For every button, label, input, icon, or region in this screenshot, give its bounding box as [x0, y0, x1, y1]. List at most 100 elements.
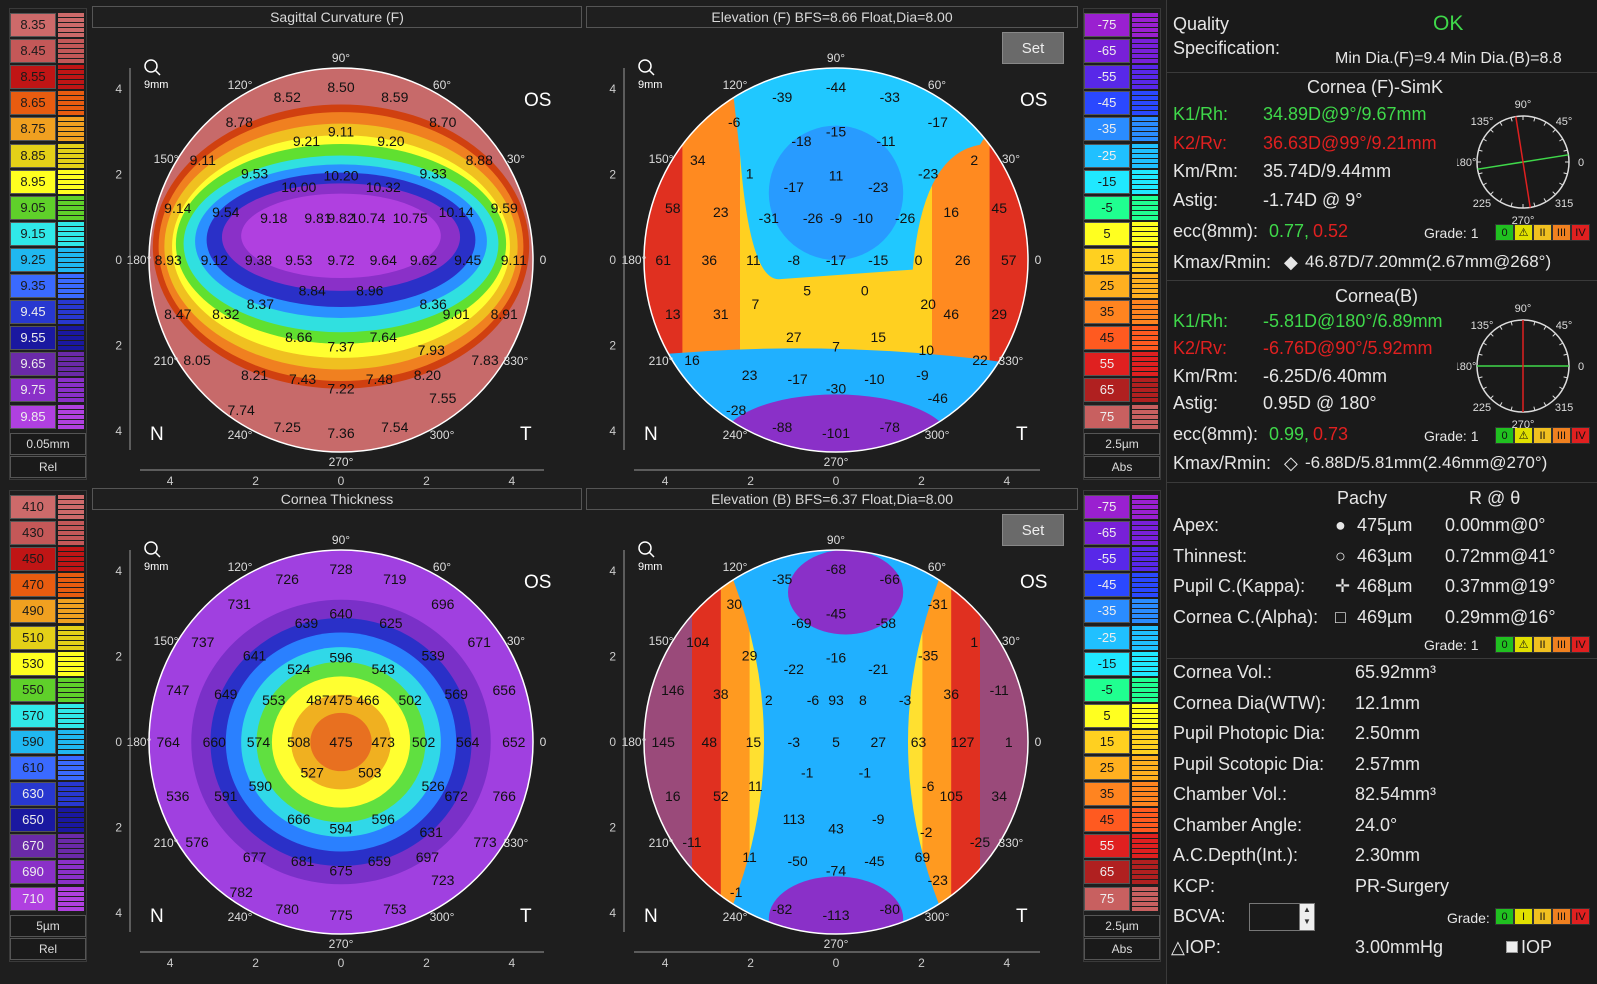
map-value: 590 — [249, 778, 273, 794]
degree-label: 150° — [154, 634, 179, 648]
map-value: 10.74 — [350, 210, 385, 226]
map-value: -15 — [826, 123, 846, 139]
map-value: -11 — [990, 682, 1009, 698]
map-value: -23 — [928, 872, 948, 888]
map-value: -1 — [801, 765, 814, 781]
scale-step[interactable]: 0.05mm — [10, 433, 86, 455]
set-button[interactable]: Set — [1002, 32, 1064, 64]
map-value: 9.14 — [164, 200, 191, 216]
zoom-icon[interactable] — [144, 541, 158, 555]
map-value: 2 — [765, 692, 773, 708]
iop-checkbox[interactable] — [1506, 941, 1518, 953]
set-button[interactable]: Set — [1002, 514, 1064, 546]
topography-map[interactable]: 90°60°30°0330°300°270°240°210°180°150°12… — [92, 512, 582, 968]
scale-mode[interactable]: Abs — [1084, 456, 1160, 478]
axis-tick: 2 — [609, 338, 616, 352]
bcva-spinner[interactable]: ▲ ▼ — [1299, 903, 1315, 931]
map-value: 475 — [329, 692, 353, 708]
scale-bar — [1132, 274, 1158, 298]
map-elevation-back[interactable]: Elevation (B) BFS=6.37 Float,Dia=8.00 Set… — [586, 488, 1078, 968]
scale-step[interactable]: 2.5µm — [1084, 433, 1160, 455]
scale-bar — [1132, 756, 1158, 780]
topography-map[interactable]: 90°60°30°0330°300°270°240°210°180°150°12… — [586, 512, 1078, 968]
topography-map[interactable]: 90°60°30°0330°300°270°240°210°180°150°12… — [586, 30, 1078, 486]
map-value: 594 — [329, 820, 353, 836]
pachy-row-value: 469µm — [1357, 606, 1413, 627]
degree-label: 180° — [127, 735, 152, 749]
pachy-row-label: Pupil C.(Kappa): — [1173, 576, 1306, 596]
map-value: 8.21 — [241, 367, 268, 383]
scale-value: 570 — [10, 703, 56, 728]
scale-value: 450 — [10, 547, 56, 572]
scale-mode[interactable]: Abs — [1084, 938, 1160, 960]
stat-label: Cornea Dia(WTW): — [1173, 692, 1327, 713]
degree-label: 60° — [433, 78, 451, 92]
scale-bar — [58, 860, 84, 885]
map-value: -8 — [788, 252, 801, 268]
map-value: -45 — [826, 605, 846, 621]
map-value: -68 — [826, 561, 846, 577]
degree-label: 30° — [1002, 634, 1020, 648]
map-value: 672 — [445, 788, 469, 804]
map-value: -113 — [823, 907, 850, 923]
dial-label: 270° — [1512, 215, 1535, 226]
degree-label: 30° — [1002, 152, 1020, 166]
map-value: -35 — [772, 571, 792, 587]
scale-bar — [1132, 625, 1158, 650]
axis-tick: 2 — [115, 820, 122, 834]
bcva-input[interactable] — [1249, 903, 1301, 931]
map-value: 52 — [713, 788, 729, 804]
scale-bar — [58, 404, 84, 429]
grade-box: III — [1552, 908, 1571, 925]
scale-mode[interactable]: Rel — [10, 456, 86, 478]
axis-tick: 2 — [252, 956, 259, 968]
dial-label: 180° — [1457, 157, 1476, 169]
degree-label: 210° — [154, 836, 179, 850]
scale-bar — [58, 886, 84, 911]
map-value: 46 — [943, 306, 959, 322]
zoom-icon[interactable] — [144, 59, 158, 73]
elevation-back-scale: -75 -65 -55 -45 -35 -25 -15 -5 5 15 25 35 45 55 65 75 2.… — [1083, 490, 1161, 962]
map-value: 649 — [214, 686, 238, 702]
map-value: 27 — [786, 329, 802, 345]
map-cornea-thickness[interactable]: Cornea Thickness 90° 60° 30° 0 330° 300° 270° 24… — [92, 488, 582, 968]
stat-value: 12.1mm — [1355, 692, 1421, 713]
map-value: 8.91 — [491, 306, 518, 322]
scale-value: 9.55 — [10, 326, 56, 351]
grade-box: IV — [1571, 636, 1590, 653]
map-elevation-front[interactable]: Elevation (F) BFS=8.66 Float,Dia=8.00 Set… — [586, 6, 1078, 486]
map-value: -1 — [730, 884, 743, 900]
map-value: 675 — [329, 863, 353, 879]
scale-value: 8.45 — [10, 39, 56, 64]
map-value: -6 — [728, 114, 741, 130]
scale-mode[interactable]: Rel — [10, 938, 86, 960]
map-value: 93 — [828, 692, 844, 708]
map-value: 9.82 — [327, 210, 354, 226]
scale-step[interactable]: 5µm — [10, 915, 86, 937]
scale-value: -35 — [1084, 599, 1130, 624]
stat-label: KCP: — [1173, 875, 1216, 896]
map-value: 681 — [291, 853, 315, 869]
scale-bar — [1132, 404, 1158, 429]
map-value: 34 — [690, 152, 706, 168]
degree-label: 150° — [154, 152, 179, 166]
zoom-icon[interactable] — [638, 59, 652, 73]
scale-value: 8.35 — [10, 13, 56, 37]
map-value: 9.59 — [491, 200, 518, 216]
front-ecc-label: ecc(8mm): — [1173, 221, 1258, 241]
scale-value: 8.95 — [10, 169, 56, 194]
scale-bar — [58, 326, 84, 351]
front-astig-label: Astig: — [1173, 190, 1219, 210]
temporal-label: T — [520, 906, 532, 927]
map-value: 10.00 — [281, 179, 316, 195]
map-value: -9 — [872, 811, 885, 827]
scale-value: 630 — [10, 782, 56, 807]
scale-step[interactable]: 2.5µm — [1084, 915, 1160, 937]
map-value: 29 — [742, 648, 758, 664]
topography-map[interactable]: 90°60°30°0330°300°270°240°210°180°150°12… — [92, 30, 582, 486]
map-value: 625 — [379, 615, 403, 631]
map-sagittal-curvature[interactable]: Sagittal Curvature (F) 90° 60° 30° 0 330° 300°… — [92, 6, 582, 486]
map-value: 576 — [185, 834, 209, 850]
temporal-label: T — [1016, 906, 1028, 927]
zoom-icon[interactable] — [638, 541, 652, 555]
